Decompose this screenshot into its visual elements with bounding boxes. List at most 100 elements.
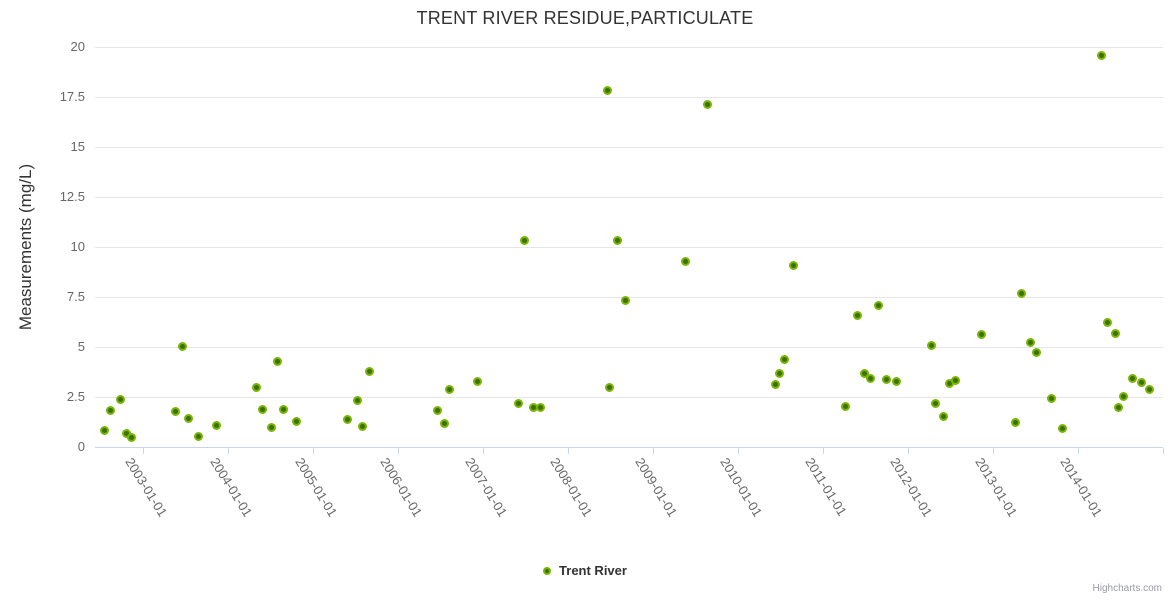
x-tick-label: 2011-01-01 bbox=[802, 455, 850, 519]
data-point[interactable] bbox=[292, 416, 302, 426]
x-tick-mark bbox=[1078, 448, 1079, 454]
data-point[interactable] bbox=[1017, 288, 1027, 298]
x-tick-label: 2003-01-01 bbox=[122, 455, 171, 520]
data-point[interactable] bbox=[272, 356, 282, 366]
y-tick-label: 7.5 bbox=[66, 289, 85, 304]
y-tick-label: 0 bbox=[77, 439, 85, 454]
x-axis-line bbox=[95, 447, 1163, 448]
data-point[interactable] bbox=[440, 418, 450, 428]
data-point[interactable] bbox=[612, 235, 622, 245]
data-point[interactable] bbox=[106, 405, 116, 415]
x-tick-label: 2005-01-01 bbox=[292, 455, 341, 520]
data-point[interactable] bbox=[258, 404, 268, 414]
data-point[interactable] bbox=[251, 382, 261, 392]
data-point[interactable] bbox=[1137, 377, 1147, 387]
data-point[interactable] bbox=[873, 300, 883, 310]
data-point[interactable] bbox=[433, 405, 443, 415]
data-point[interactable] bbox=[770, 379, 780, 389]
data-point[interactable] bbox=[1010, 417, 1020, 427]
data-point[interactable] bbox=[520, 235, 530, 245]
data-point[interactable] bbox=[1118, 391, 1128, 401]
data-point[interactable] bbox=[977, 329, 987, 339]
y-gridline bbox=[95, 47, 1163, 48]
y-tick-label: 20 bbox=[70, 39, 85, 54]
data-point[interactable] bbox=[775, 368, 785, 378]
data-point[interactable] bbox=[1103, 317, 1113, 327]
x-tick-mark bbox=[823, 448, 824, 454]
data-point[interactable] bbox=[841, 401, 851, 411]
data-point[interactable] bbox=[352, 395, 362, 405]
data-point[interactable] bbox=[183, 413, 193, 423]
data-point[interactable] bbox=[605, 382, 615, 392]
data-point[interactable] bbox=[788, 260, 798, 270]
data-point[interactable] bbox=[115, 394, 125, 404]
x-tick-mark bbox=[228, 448, 230, 454]
y-gridline bbox=[95, 97, 1163, 98]
data-point[interactable] bbox=[343, 414, 353, 424]
data-point[interactable] bbox=[1025, 337, 1035, 347]
data-point[interactable] bbox=[927, 340, 937, 350]
data-point[interactable] bbox=[680, 256, 690, 266]
x-tick-mark bbox=[568, 448, 569, 454]
x-tick-label: 2004-01-01 bbox=[207, 455, 256, 520]
data-point[interactable] bbox=[1047, 393, 1057, 403]
x-tick-label: 2013-01-01 bbox=[972, 455, 1021, 520]
data-point[interactable] bbox=[1097, 50, 1107, 60]
data-point[interactable] bbox=[621, 295, 631, 305]
y-tick-label: 2.5 bbox=[66, 389, 85, 404]
data-point[interactable] bbox=[364, 366, 374, 376]
data-point[interactable] bbox=[930, 398, 940, 408]
y-tick-label: 10 bbox=[70, 239, 85, 254]
x-tick-mark bbox=[483, 448, 485, 454]
data-point[interactable] bbox=[444, 384, 454, 394]
credits-link[interactable]: Highcharts.com bbox=[1092, 583, 1162, 594]
x-tick-mark bbox=[993, 448, 994, 454]
data-point[interactable] bbox=[278, 404, 288, 414]
data-point[interactable] bbox=[170, 406, 180, 416]
data-point[interactable] bbox=[1114, 402, 1124, 412]
data-point[interactable] bbox=[1144, 384, 1154, 394]
data-point[interactable] bbox=[1058, 423, 1068, 433]
data-point[interactable] bbox=[852, 310, 862, 320]
x-tick-label: 2010-01-01 bbox=[717, 455, 766, 520]
data-point[interactable] bbox=[536, 402, 546, 412]
data-point[interactable] bbox=[193, 431, 203, 441]
data-point[interactable] bbox=[1110, 328, 1120, 338]
x-tick-mark bbox=[738, 448, 739, 454]
data-point[interactable] bbox=[100, 425, 110, 435]
data-point[interactable] bbox=[1127, 373, 1137, 383]
legend[interactable]: Trent River bbox=[0, 563, 1170, 578]
legend-label: Trent River bbox=[559, 563, 627, 578]
series-marker-icon bbox=[543, 566, 552, 575]
data-point[interactable] bbox=[891, 376, 901, 386]
data-point[interactable] bbox=[211, 420, 221, 430]
data-point[interactable] bbox=[514, 398, 524, 408]
data-point[interactable] bbox=[702, 99, 712, 109]
data-point[interactable] bbox=[177, 341, 187, 351]
data-point[interactable] bbox=[951, 375, 961, 385]
data-point[interactable] bbox=[866, 373, 876, 383]
data-point[interactable] bbox=[266, 422, 276, 432]
chart-title: TRENT RIVER RESIDUE,PARTICULATE bbox=[416, 8, 754, 28]
x-tick-mark bbox=[398, 448, 400, 454]
data-point[interactable] bbox=[473, 376, 483, 386]
data-point[interactable] bbox=[1031, 347, 1041, 357]
x-tick-label: 2007-01-01 bbox=[462, 455, 511, 520]
data-point[interactable] bbox=[602, 85, 612, 95]
x-tick-label: 2014-01-01 bbox=[1057, 455, 1106, 520]
data-point[interactable] bbox=[860, 368, 870, 378]
data-point[interactable] bbox=[357, 421, 367, 431]
x-tick-label: 2006-01-01 bbox=[377, 455, 426, 520]
data-point[interactable] bbox=[939, 411, 949, 421]
x-tick-mark bbox=[313, 448, 315, 454]
data-point[interactable] bbox=[780, 354, 790, 364]
x-tick-mark bbox=[908, 448, 909, 454]
y-gridline bbox=[95, 197, 1163, 198]
y-gridline bbox=[95, 247, 1163, 248]
data-point[interactable] bbox=[882, 374, 892, 384]
x-tick-label: 2009-01-01 bbox=[632, 455, 681, 520]
data-point[interactable] bbox=[127, 432, 137, 442]
y-tick-label: 5 bbox=[77, 339, 85, 354]
